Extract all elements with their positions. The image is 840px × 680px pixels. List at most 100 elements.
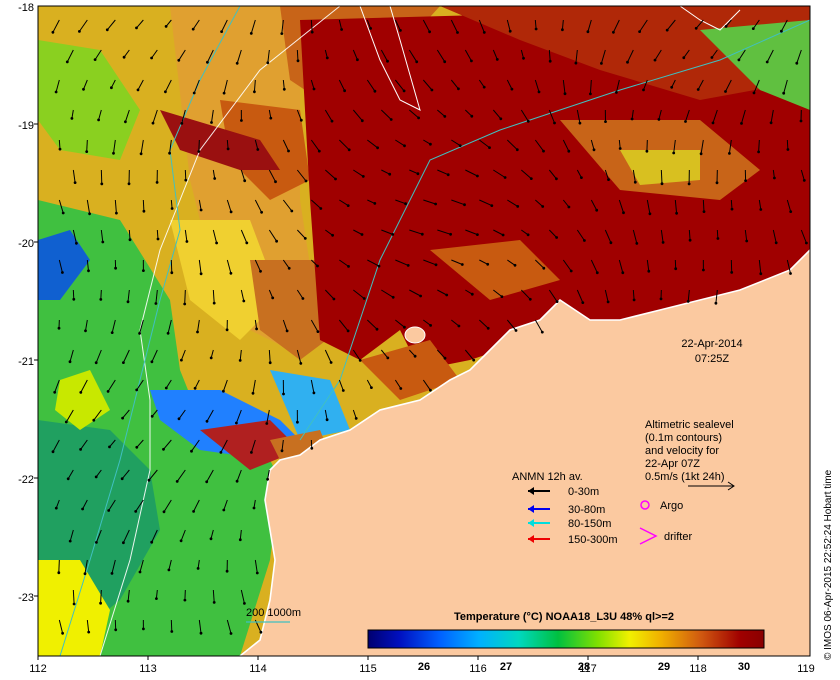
velocity-arrowhead — [66, 477, 70, 481]
velocity-arrowhead — [229, 632, 233, 635]
velocity-arrowhead — [404, 202, 407, 206]
velocity-arrow — [783, 79, 788, 94]
velocity-arrow — [493, 289, 503, 297]
velocity-arrowhead — [142, 269, 145, 272]
velocity-arrowhead — [120, 477, 124, 481]
velocity-arrowhead — [84, 329, 87, 333]
velocity-arrowhead — [285, 329, 289, 333]
velocity-arrowhead — [135, 445, 139, 449]
velocity-arrowhead — [370, 386, 373, 389]
velocity-arrow — [521, 169, 532, 179]
velocity-arrowhead — [106, 390, 110, 393]
velocity-arrowhead — [534, 27, 538, 31]
velocity-arrow — [685, 109, 690, 122]
colorbar-tick: 28 — [578, 661, 590, 673]
velocity-arrowhead — [249, 32, 253, 35]
velocity-arrowhead — [413, 354, 417, 358]
velocity-arrow — [122, 349, 130, 363]
velocity-arrowhead — [332, 297, 336, 301]
velocity-arrowhead — [612, 30, 615, 34]
velocity-arrowhead — [606, 300, 610, 304]
velocity-arrowhead — [782, 91, 786, 95]
velocity-arrow — [352, 49, 358, 60]
velocity-arrowhead — [85, 150, 89, 154]
velocity-arrow — [136, 439, 144, 448]
velocity-arrowhead — [375, 327, 379, 331]
velocity-arrowhead — [156, 237, 160, 241]
velocity-arrowhead — [499, 117, 503, 121]
velocity-arrowhead — [199, 208, 203, 212]
velocity-arrowhead — [615, 91, 618, 94]
velocity-arrowhead — [304, 179, 308, 183]
velocity-arrow — [548, 289, 558, 302]
velocity-arrow — [450, 79, 459, 90]
velocity-arrow — [281, 439, 284, 451]
velocity-arrowhead — [508, 29, 512, 33]
velocity-arrowhead — [802, 179, 806, 182]
velocity-arrow — [534, 79, 540, 93]
velocity-arrowhead — [744, 179, 747, 183]
velocity-arrowhead — [463, 203, 466, 207]
velocity-arrowhead — [183, 302, 187, 306]
velocity-arrow — [618, 259, 624, 273]
velocity-arrowhead — [225, 569, 229, 573]
velocity-arrowhead — [633, 180, 637, 184]
velocity-arrowhead — [553, 121, 556, 125]
velocity-arrowhead — [786, 148, 790, 151]
velocity-arrowhead — [446, 173, 450, 177]
velocity-arrow — [180, 529, 186, 541]
velocity-arrowhead — [537, 90, 541, 94]
velocity-arrowhead — [225, 328, 229, 332]
velocity-arrow — [436, 49, 446, 62]
velocity-arrow — [324, 409, 328, 420]
velocity-arrow — [604, 169, 609, 180]
velocity-arrow — [268, 229, 278, 242]
velocity-arrow — [632, 229, 638, 244]
velocity-arrowhead — [529, 177, 533, 181]
velocity-arrow — [266, 409, 270, 424]
altimetry-line: Altimetric sealevel — [645, 419, 734, 431]
velocity-arrowhead — [97, 118, 100, 122]
velocity-arrowhead — [138, 332, 142, 335]
velocity-arrow — [627, 49, 634, 63]
velocity-arrowhead — [127, 182, 131, 186]
velocity-arrow — [423, 319, 431, 326]
velocity-arrowhead — [330, 119, 334, 123]
velocity-arrow — [95, 349, 102, 363]
velocity-arrowhead — [282, 87, 286, 91]
velocity-arrow — [221, 19, 228, 32]
velocity-arrow — [590, 199, 598, 211]
velocity-arrowhead — [82, 87, 85, 91]
velocity-arrowhead — [150, 56, 154, 60]
velocity-arrowhead — [296, 59, 300, 63]
velocity-arrowhead — [670, 85, 674, 89]
velocity-arrowhead — [170, 207, 174, 210]
velocity-arrow — [534, 139, 544, 152]
velocity-arrow — [658, 109, 662, 120]
date-label: 22-Apr-2014 — [681, 338, 742, 350]
velocity-arrowhead — [457, 324, 461, 328]
velocity-arrow — [493, 169, 506, 178]
velocity-arrowhead — [229, 210, 233, 214]
velocity-arrow — [170, 199, 173, 209]
velocity-arrow — [352, 109, 363, 122]
anmn-item-label: 0-30m — [568, 486, 599, 498]
velocity-arrow — [562, 199, 570, 208]
velocity-arrowhead — [346, 329, 350, 333]
velocity-arrowhead — [369, 27, 372, 30]
velocity-arrowhead — [660, 182, 664, 186]
velocity-arrow — [198, 619, 202, 634]
velocity-arrow — [52, 19, 60, 33]
velocity-arrow — [615, 79, 620, 93]
velocity-arrowhead — [638, 30, 641, 33]
velocity-arrowhead — [377, 264, 381, 268]
velocity-arrow — [106, 19, 116, 31]
velocity-arrowhead — [266, 477, 269, 481]
velocity-arrowhead — [162, 447, 165, 451]
velocity-arrow — [254, 559, 258, 574]
altimetry-line: (0.1m contours) — [645, 432, 722, 444]
velocity-arrow — [55, 499, 60, 509]
velocity-arrow — [408, 349, 416, 357]
velocity-arrow — [639, 19, 648, 32]
velocity-arrowhead — [476, 174, 479, 178]
